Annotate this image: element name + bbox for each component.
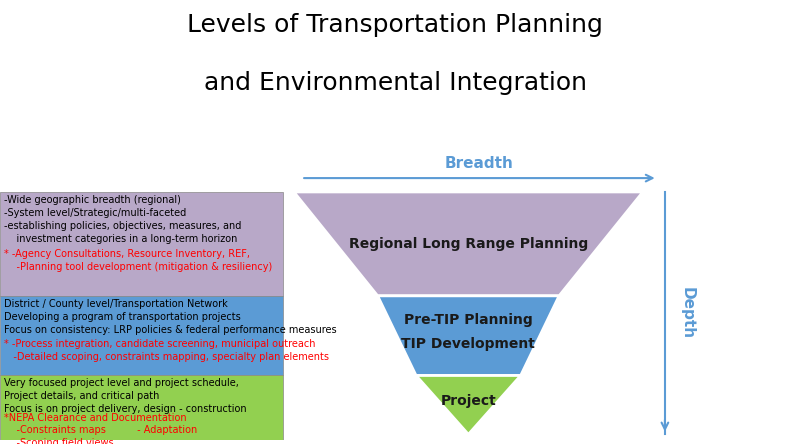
Polygon shape [416, 376, 521, 434]
Bar [0, 376, 283, 440]
Bar [0, 192, 283, 296]
Text: TIP Development: TIP Development [401, 337, 536, 351]
Text: Project: Project [441, 394, 496, 408]
Text: Regional Long Range Planning: Regional Long Range Planning [348, 237, 588, 251]
Text: Very focused project level and project schedule,
Project details, and critical p: Very focused project level and project s… [4, 378, 246, 414]
Text: and Environmental Integration: and Environmental Integration [204, 71, 586, 95]
Polygon shape [378, 296, 559, 376]
Text: -Wide geographic breadth (regional)
-System level/Strategic/multi-faceted
-estab: -Wide geographic breadth (regional) -Sys… [4, 195, 241, 244]
Text: Levels of Transportation Planning: Levels of Transportation Planning [187, 13, 603, 37]
Text: * -Process integration, candidate screening, municipal outreach
   -Detailed sco: * -Process integration, candidate screen… [4, 339, 329, 362]
Text: Breadth: Breadth [445, 156, 514, 171]
Text: * -Agency Consultations, Resource Inventory, REF,
    -Planning tool development: * -Agency Consultations, Resource Invent… [4, 249, 272, 272]
Text: Pre-TIP Planning: Pre-TIP Planning [404, 313, 532, 327]
Text: Depth: Depth [679, 287, 694, 339]
Bar [0, 296, 283, 376]
Polygon shape [294, 192, 643, 296]
Text: *NEPA Clearance and Documentation
    -Constraints maps          - Adaptation
  : *NEPA Clearance and Documentation -Const… [4, 412, 197, 444]
Text: District / County level/Transportation Network
Developing a program of transport: District / County level/Transportation N… [4, 299, 337, 335]
